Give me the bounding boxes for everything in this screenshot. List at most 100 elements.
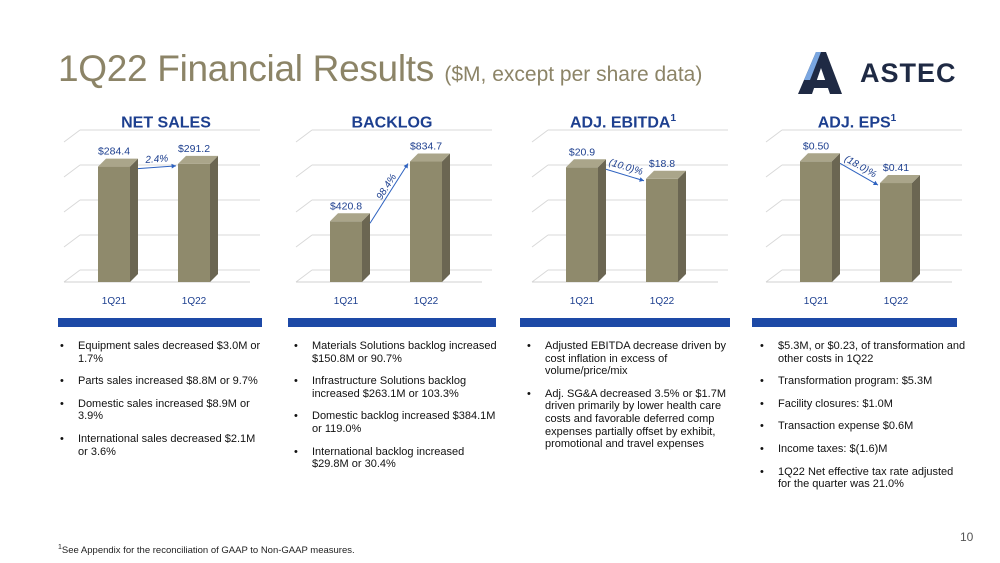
chart-adj-ebitda: $20.9 1Q21 $18.8 1Q22 (10.0)% [528,129,748,312]
panel-heading-backlog: BACKLOG [351,114,433,132]
gridline [531,234,549,248]
separator-bar [520,318,730,327]
bar-top [330,213,370,222]
change-arrowhead [639,177,644,182]
bullets-backlog: Materials Solutions backlog increased $1… [292,340,502,481]
chart-backlog: $420.8 1Q21 $834.7 1Q22 98.4% [292,129,512,312]
bullet-item: Parts sales increased $8.8M or 9.7% [58,375,268,388]
bar-value-label: $18.8 [649,158,675,170]
bullet-item: $5.3M, or $0.23, of transformation and o… [758,340,968,365]
bar-value-label: $0.50 [803,140,829,152]
chart-adj-eps: $0.50 1Q21 $0.41 1Q22 (18.0)% [762,129,982,312]
gridline [63,164,81,178]
bar-value-label: $420.8 [330,200,362,212]
bar-value-label: $291.2 [178,143,210,155]
gridline [765,234,783,248]
category-label: 1Q22 [182,296,207,307]
bar-top [566,159,606,168]
change-arrowhead [403,163,408,169]
category-label: 1Q22 [650,296,675,307]
gridline [295,199,313,213]
gridline [63,269,81,283]
change-arrow [137,165,177,170]
bar-front [800,161,832,282]
bullet-item: International sales decreased $2.1M or 3… [58,433,268,458]
title-subtitle: ($M, except per share data) [444,63,703,86]
gridline [63,199,81,213]
bullet-item: Equipment sales decreased $3.0M or 1.7% [58,340,268,365]
bullet-item: Infrastructure Solutions backlog increas… [292,375,502,400]
title-main: 1Q22 Financial Results [58,48,434,89]
bar-value-label: $834.7 [410,141,442,153]
bullet-item: Domestic backlog increased $384.1M or 11… [292,410,502,435]
change-label: 2.4% [144,153,169,166]
bar-front [880,183,912,282]
bar-value-label: $284.4 [98,146,130,158]
bar-top [880,175,920,184]
category-label: 1Q22 [884,296,909,307]
gridline [765,199,783,213]
gridline [531,164,549,178]
bar-side [362,213,370,282]
bullets-net-sales: Equipment sales decreased $3.0M or 1.7% … [58,340,268,468]
bullets-adj-eps: $5.3M, or $0.23, of transformation and o… [758,340,968,501]
bar-front [410,161,442,282]
page-number: 10 [960,530,974,544]
bullet-item: Transformation program: $5.3M [758,375,968,388]
bar-side [442,153,450,282]
bar-top [178,155,218,164]
astec-logo-icon [798,52,842,94]
bullet-item: 1Q22 Net effective tax rate adjusted for… [758,466,968,491]
page-title: 1Q22 Financial Results ($M, except per s… [58,48,702,90]
logo-text: ASTEC [860,58,957,88]
change-arrow [839,162,879,186]
bar-side [598,159,606,282]
chart-net-sales: $284.4 1Q21 $291.2 1Q22 2.4% [60,129,280,312]
bar-value-label: $0.41 [883,162,909,174]
gridline [765,164,783,178]
bar-front [98,166,130,282]
bullet-item: Adjusted EBITDA decrease driven by cost … [525,340,735,378]
category-label: 1Q21 [334,296,359,307]
change-arrowhead [873,180,878,186]
gridline [531,129,549,143]
bullet-item: Income taxes: $(1.6)M [758,443,968,456]
panel-heading-adj-eps: ADJ. EPS1 [817,113,897,132]
gridline [765,269,783,283]
bar-front [178,163,210,282]
bullets-adj-ebitda: Adjusted EBITDA decrease driven by cost … [525,340,735,461]
bar-top [646,170,686,179]
bullet-item: Transaction expense $0.6M [758,420,968,433]
separator-bar [58,318,262,327]
bullet-item: International backlog increased $29.8M o… [292,446,502,471]
bullet-item: Adj. SG&A decreased 3.5% or $1.7M driven… [525,388,735,451]
gridline [295,164,313,178]
gridline [295,129,313,143]
category-label: 1Q21 [570,296,595,307]
panel-heading-adj-ebitda: ADJ. EBITDA1 [569,113,676,132]
change-arrow [605,168,645,182]
bullet-item: Domestic sales increased $8.9M or 3.9% [58,398,268,423]
bar-top [410,153,450,162]
bar-value-label: $20.9 [569,146,595,158]
bar-side [832,153,840,282]
gridline [63,234,81,248]
separator-bar [752,318,957,327]
bar-top [800,153,840,162]
change-arrow [369,163,409,224]
gridline [531,269,549,283]
bullet-item: Facility closures: $1.0M [758,398,968,411]
bar-front [566,167,598,282]
bar-top [98,158,138,167]
gridline [295,269,313,283]
bar-side [130,158,138,282]
bar-side [210,155,218,282]
panel-heading-net-sales: NET SALES [121,114,211,132]
gridline [765,129,783,143]
change-arrowhead [171,163,176,169]
bar-front [330,221,362,282]
bar-front [646,178,678,282]
footnote: 1See Appendix for the reconciliation of … [58,544,355,557]
change-label: (18.0)% [842,154,878,181]
gridline [531,199,549,213]
